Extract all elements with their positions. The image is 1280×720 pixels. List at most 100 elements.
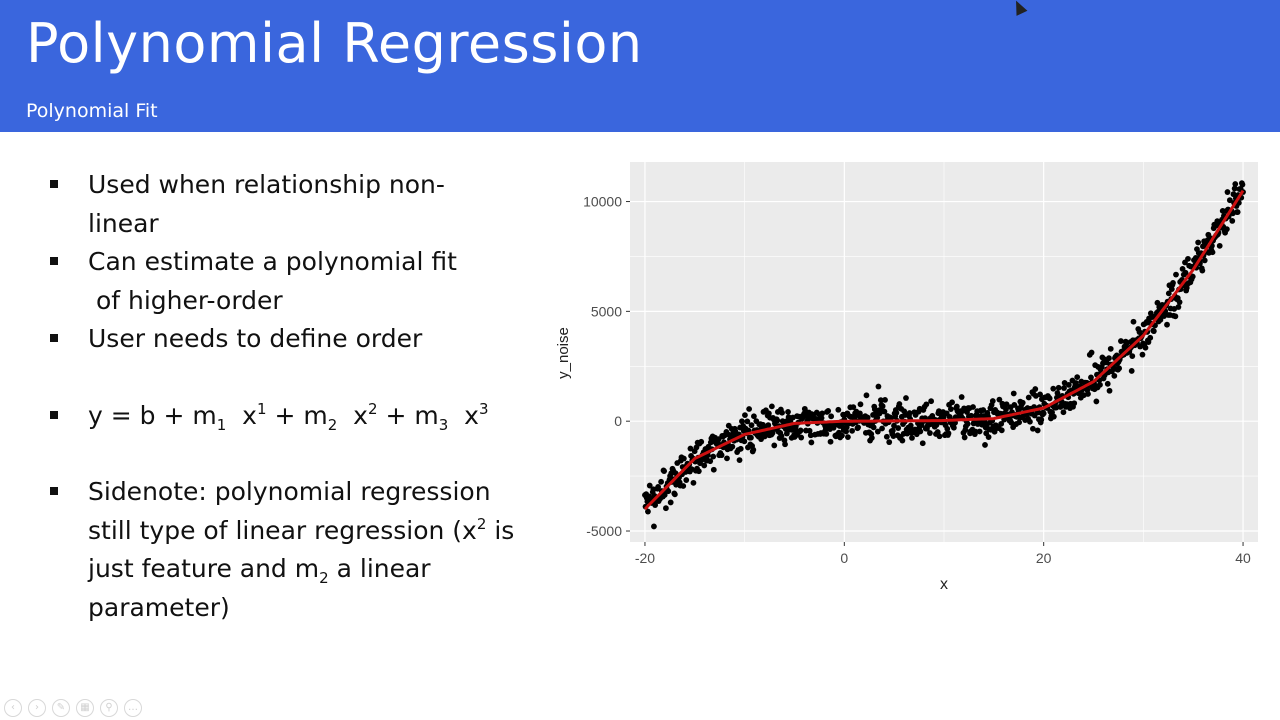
- data-point: [1223, 226, 1230, 233]
- data-point: [701, 462, 708, 469]
- data-point: [687, 445, 694, 452]
- data-point: [1234, 209, 1241, 216]
- x-tick-label: 0: [840, 550, 848, 566]
- data-point: [839, 432, 845, 439]
- data-point: [825, 408, 832, 414]
- data-point: [972, 428, 979, 435]
- data-point: [798, 434, 805, 441]
- x-tick-label: 20: [1036, 550, 1052, 566]
- data-point: [1060, 409, 1067, 416]
- data-point: [1088, 374, 1094, 381]
- x-tick-label: -20: [635, 550, 655, 566]
- data-point: [1182, 269, 1189, 276]
- bullet-nonlinear: Used when relationship non- linear: [48, 166, 538, 243]
- data-point: [1201, 257, 1208, 264]
- data-point: [1179, 266, 1186, 272]
- data-point: [968, 412, 975, 419]
- data-point: [1074, 374, 1081, 381]
- data-point: [1118, 338, 1124, 344]
- data-point: [850, 404, 857, 411]
- data-point: [989, 398, 996, 404]
- data-point: [1139, 351, 1146, 358]
- data-point: [881, 408, 888, 415]
- data-point: [1011, 402, 1018, 408]
- bullet-square-icon: [50, 410, 58, 419]
- data-point: [1046, 395, 1053, 402]
- bullet-text: still type of linear regression (x2 is: [88, 514, 515, 545]
- data-point: [879, 403, 886, 410]
- data-point: [1189, 273, 1196, 280]
- y-tick-label: 0: [614, 413, 622, 429]
- data-point: [746, 406, 753, 412]
- data-point: [785, 408, 791, 415]
- pen-icon[interactable]: ✎: [52, 699, 70, 717]
- data-point: [1130, 318, 1137, 325]
- y-tick-label: 10000: [583, 194, 622, 210]
- data-point: [1164, 321, 1170, 328]
- data-point: [1199, 267, 1206, 274]
- data-point: [949, 399, 955, 406]
- data-point: [998, 427, 1005, 434]
- bullet-polynomial-fit: Can estimate a polynomial fit of higher-…: [48, 243, 538, 320]
- data-point: [883, 433, 890, 440]
- data-point: [768, 403, 775, 410]
- data-point: [1085, 391, 1091, 397]
- data-point: [1050, 385, 1057, 392]
- data-point: [919, 440, 926, 447]
- data-point: [744, 418, 751, 425]
- data-point: [1168, 286, 1175, 293]
- data-point: [1038, 416, 1045, 423]
- data-point: [658, 478, 665, 485]
- y-tick-label: 5000: [591, 303, 622, 319]
- scatter-chart: -20 0 20 40 -5000 0 5000 10000 x y_noise: [548, 150, 1268, 600]
- data-point: [680, 483, 687, 489]
- data-point: [1071, 400, 1078, 407]
- data-point: [822, 426, 829, 433]
- prev-icon[interactable]: ‹: [4, 699, 22, 717]
- data-point: [778, 433, 785, 439]
- slide-header: Polynomial Regression Polynomial Fit: [0, 0, 1280, 132]
- data-point: [1150, 328, 1157, 335]
- zoom-icon[interactable]: ⚲: [100, 699, 118, 717]
- data-point: [737, 445, 744, 452]
- bullet-formula: y = b + m1 x1 + m2 x2 + m3 x3: [48, 397, 538, 436]
- data-point: [950, 424, 957, 431]
- slide-title: Polynomial Regression: [26, 12, 643, 75]
- slides-icon[interactable]: ▦: [76, 699, 94, 717]
- data-point: [917, 428, 924, 435]
- data-point: [1175, 304, 1182, 310]
- data-point: [970, 404, 976, 410]
- data-point: [1104, 380, 1111, 387]
- data-point: [1129, 353, 1136, 360]
- data-point: [849, 427, 856, 434]
- data-point: [868, 435, 875, 441]
- bullet-text: parameter): [88, 592, 230, 622]
- data-point: [864, 414, 871, 421]
- data-point: [1003, 401, 1010, 408]
- data-point: [879, 425, 885, 432]
- next-icon[interactable]: ›: [28, 699, 46, 717]
- bullet-list: Used when relationship non- linear Can e…: [48, 166, 538, 627]
- bullet-text: Can estimate a polynomial fit: [88, 247, 457, 276]
- data-point: [1116, 365, 1123, 372]
- data-point: [671, 491, 678, 498]
- data-point: [899, 437, 906, 444]
- data-point: [906, 410, 913, 416]
- data-point: [1239, 181, 1246, 188]
- y-axis-label: y_noise: [555, 327, 572, 379]
- data-point: [779, 409, 785, 416]
- data-point: [996, 396, 1003, 403]
- data-point: [680, 455, 687, 462]
- data-point: [1073, 380, 1079, 386]
- data-point: [1016, 419, 1023, 426]
- chart-svg: -20 0 20 40 -5000 0 5000 10000 x y_noise: [555, 162, 1258, 593]
- more-icon[interactable]: …: [124, 699, 142, 717]
- data-point: [1172, 313, 1179, 320]
- data-point: [1232, 181, 1239, 187]
- data-point: [1008, 419, 1015, 426]
- data-point: [741, 438, 748, 445]
- data-point: [1176, 299, 1183, 306]
- data-point: [1027, 418, 1033, 425]
- data-point: [819, 410, 826, 417]
- data-point: [889, 427, 896, 434]
